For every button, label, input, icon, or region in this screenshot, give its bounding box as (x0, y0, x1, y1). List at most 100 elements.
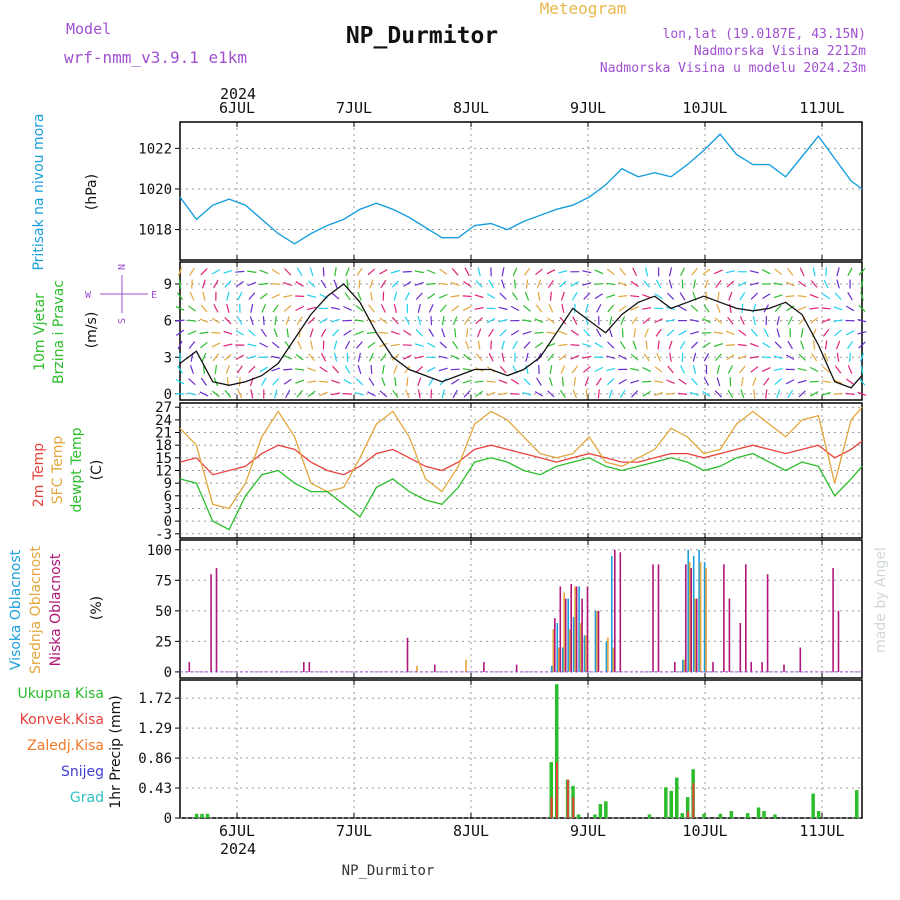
wind-arrow (486, 391, 496, 397)
wind-arrow (655, 279, 662, 289)
wind-arrow (785, 295, 795, 298)
wind-arrow (450, 368, 460, 371)
precip-total-bar (680, 813, 684, 818)
cloud-mid-bar (552, 629, 555, 672)
wind-arrow (822, 328, 830, 337)
cloud-low-bar (303, 662, 305, 672)
wind-arrow (414, 281, 424, 286)
cloud-low-bar (483, 662, 485, 672)
wind-arrow (609, 316, 613, 326)
wind-arrow (452, 341, 459, 350)
wind-arrow (680, 267, 686, 277)
wind-arrow (391, 280, 400, 288)
cloud-low-bar (745, 564, 747, 672)
wind-arrow (559, 280, 567, 288)
wind-arrow (283, 305, 292, 312)
wind-arrow (428, 304, 434, 313)
temp-title-dewpt: dewpt Temp (69, 427, 85, 512)
wind-arrow (525, 364, 529, 374)
wind-speed-line (179, 283, 863, 389)
cloud-title-low: Niska Oblacnost (48, 553, 64, 666)
wind-arrow (330, 392, 341, 396)
wind-arrow (847, 292, 853, 301)
wind-arrow (750, 292, 759, 300)
temp-unit: (C) (89, 460, 105, 481)
wind-arrow (834, 365, 842, 374)
wind-arrow (559, 389, 566, 398)
wind-arrow (235, 270, 245, 273)
wind-arrow (716, 364, 720, 375)
precip-total-bar (773, 814, 777, 818)
wind-arrow (223, 330, 233, 335)
cloud-low-bar (712, 662, 714, 672)
wind-arrow (402, 270, 412, 273)
wind-arrow (354, 392, 364, 396)
wind-arrow (847, 365, 853, 374)
wind-arrow (441, 316, 445, 326)
wind-arrow (666, 379, 675, 384)
wind-arrow (823, 352, 829, 362)
wind-arrow (380, 304, 386, 313)
wind-arrow (525, 352, 529, 362)
wind-arrow (379, 342, 388, 348)
wind-arrow (358, 279, 361, 289)
wind-arrow (630, 367, 640, 371)
wind-arrow (608, 389, 613, 399)
cloud-low-bar (614, 549, 616, 672)
wind-arrow (271, 367, 281, 372)
wind-arrow (213, 377, 219, 387)
wind-arrow (812, 267, 816, 277)
cloud-low-bar (837, 610, 840, 672)
wind-arrow (188, 267, 195, 276)
wind-arrow (582, 343, 592, 347)
wind-arrow (714, 269, 723, 275)
wind-arrow (393, 291, 398, 301)
wind-arrow (486, 293, 496, 299)
pressure-unit: (hPa) (84, 174, 100, 210)
cloud-high-bar (703, 562, 706, 672)
cloud-low-bar (766, 574, 769, 672)
wind-arrow (833, 379, 843, 385)
meteogram-label: Meteogram (540, 0, 627, 18)
wind-arrow (643, 280, 651, 288)
wind-arrow (452, 389, 458, 399)
tick-y-label: 3 (164, 350, 172, 366)
wind-arrow (642, 380, 652, 383)
wind-arrow (427, 342, 436, 348)
wind-arrow (367, 268, 376, 276)
wind-arrow (368, 352, 374, 362)
wind-arrow (666, 319, 676, 323)
wind-arrow (582, 355, 592, 359)
wind-arrow (463, 280, 472, 287)
wind-arrow (331, 379, 340, 384)
legend-hail: Grad (70, 790, 104, 806)
wind-arrow (417, 316, 422, 326)
precip-total-bar (756, 807, 761, 818)
wind-arrow (666, 292, 675, 300)
wind-arrow (570, 329, 579, 336)
cloud-high-bar (572, 616, 575, 672)
wind-arrow (512, 292, 518, 301)
temp-title-sfc: SFC Temp (50, 436, 66, 505)
wind-arrow (344, 292, 351, 301)
wind-arrow (394, 377, 397, 387)
wind-arrow (405, 389, 410, 399)
wind-arrow (749, 356, 759, 359)
wind-arrow (249, 316, 254, 326)
cloud-title-mid: Srednja Oblacnost (28, 546, 44, 674)
wind-arrow (414, 270, 424, 274)
wind-arrow (285, 316, 290, 326)
wind-arrow (463, 353, 472, 361)
precip-total-bar (718, 813, 723, 818)
pressure-title: Pritisak na nivou mora (31, 113, 47, 270)
wind-unit: (m/s) (84, 312, 100, 349)
wind-arrow (259, 293, 268, 300)
wind-arrow (464, 267, 470, 276)
precip-total-bar (664, 787, 668, 818)
cloud-low-bar (406, 637, 409, 672)
wind-arrow (380, 279, 387, 289)
wind-arrow (298, 328, 301, 338)
wind-arrow (705, 291, 708, 301)
wind-arrow (749, 282, 759, 286)
